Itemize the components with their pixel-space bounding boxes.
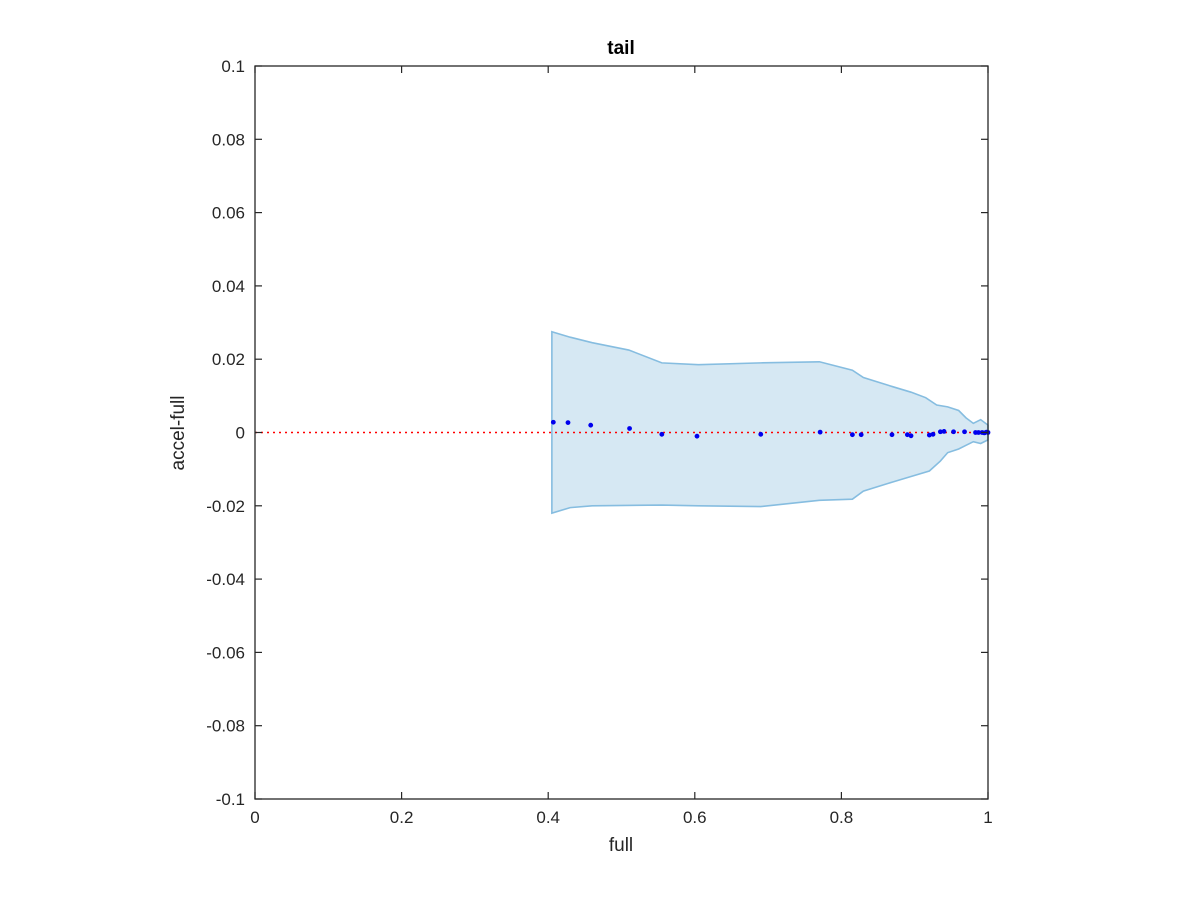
y-tick-label: -0.06: [206, 643, 245, 662]
data-point: [908, 433, 914, 439]
y-tick-label: -0.04: [206, 570, 245, 589]
data-point: [937, 429, 943, 435]
x-tick-label: 0.8: [830, 808, 854, 827]
data-point: [858, 432, 864, 438]
data-point: [849, 432, 855, 438]
data-point: [565, 420, 571, 426]
y-tick-label: 0.04: [212, 277, 245, 296]
y-tick-label: 0.06: [212, 204, 245, 223]
axes-layer: [254, 65, 989, 800]
y-tick-label: 0.08: [212, 130, 245, 149]
data-point: [627, 426, 632, 431]
x-tick-label: 1: [983, 808, 992, 827]
data-point: [817, 429, 823, 435]
data-point: [550, 419, 556, 425]
x-tick-label: 0.6: [683, 808, 707, 827]
confidence-band-layer: [551, 330, 989, 515]
chart-title: tail: [607, 38, 634, 59]
y-tick-label: -0.02: [206, 497, 245, 516]
data-point: [951, 429, 956, 435]
tick-labels-layer: 0 0.2 0.4 0.6 0.8 1 -0.1 -0.08 -0.06 -0.04 -0.02 0 0…: [206, 57, 992, 827]
data-point: [659, 431, 665, 437]
data-point: [889, 432, 895, 438]
data-point: [588, 422, 594, 428]
y-axis-label: accel-full: [168, 396, 189, 471]
y-tick-label: 0: [236, 424, 245, 443]
x-tick-label: 0.4: [536, 808, 560, 827]
x-tick-label: 0: [250, 808, 259, 827]
data-point: [976, 430, 981, 435]
y-tick-label: 0.02: [212, 350, 245, 369]
data-point: [694, 433, 700, 439]
y-tick-label: -0.08: [206, 717, 245, 736]
y-tick-label: -0.1: [216, 790, 245, 809]
x-axis-label: full: [609, 835, 633, 856]
data-point: [941, 429, 947, 434]
y-tick-label: 0.1: [221, 57, 245, 76]
data-point: [758, 431, 764, 437]
data-point: [930, 431, 936, 437]
x-tick-label: 0.2: [390, 808, 414, 827]
data-point: [962, 429, 967, 435]
data-point: [904, 432, 910, 438]
data-point: [926, 432, 932, 438]
confidence-band: [551, 330, 989, 515]
